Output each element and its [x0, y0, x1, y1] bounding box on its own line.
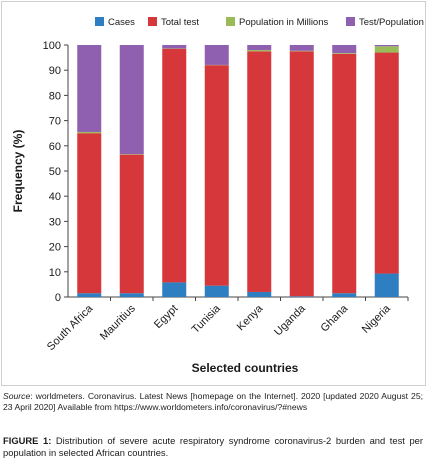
bar-segment — [374, 273, 399, 297]
legend-swatch — [346, 17, 355, 26]
bar-segment — [204, 285, 229, 297]
x-tick-label: Tunisia — [190, 302, 224, 336]
bar-segment — [162, 45, 187, 49]
figure-caption: FIGURE 1: Distribution of severe acute r… — [3, 435, 423, 459]
bar-segment — [374, 52, 399, 274]
legend-label: Test/Population — [359, 17, 424, 28]
legend-label: Population in Millions — [239, 17, 328, 28]
x-tick-label: Ghana — [319, 302, 351, 334]
figure-frame — [1, 1, 426, 386]
bar-segment — [332, 293, 357, 297]
y-tick-label: 90 — [49, 65, 61, 77]
bar-segment — [332, 45, 357, 54]
y-tick-label: 70 — [49, 116, 61, 128]
bar-segment — [289, 50, 314, 52]
bar-segment — [77, 293, 102, 297]
source-label: Source — [3, 391, 31, 401]
bar-segment — [204, 65, 229, 286]
bar-segment — [247, 45, 272, 51]
bar-segment — [374, 46, 399, 53]
bar-segment — [204, 45, 229, 65]
legend-swatch — [148, 17, 157, 26]
bar-segment — [332, 53, 357, 54]
source-note: Source: worldmeters. Coronavirus. Latest… — [3, 391, 423, 413]
x-tick-label: Mauritius — [98, 302, 138, 342]
bar-segment — [289, 51, 314, 297]
bar-segment — [162, 282, 187, 297]
y-axis-title: Frequency (%) — [11, 130, 25, 213]
y-tick-label: 30 — [49, 216, 61, 228]
legend-swatch — [226, 17, 235, 26]
caption-label: FIGURE 1: — [3, 435, 52, 446]
bar-segment — [374, 45, 399, 47]
x-tick-label: South Africa — [45, 302, 96, 353]
stacked-bar-chart: 0 10 20 30 40 50 60 70 80 90 100 South Africa Maurit… — [11, 17, 424, 375]
bar-segment — [77, 133, 102, 294]
x-tick-label: Nigeria — [360, 302, 394, 336]
source-body: : worldmeters. Coronavirus. Latest News … — [3, 391, 423, 412]
y-tick-label: 20 — [49, 242, 61, 254]
bar-segment — [119, 293, 144, 297]
y-tick-label: 10 — [49, 267, 61, 279]
y-tick-label: 40 — [49, 191, 61, 203]
legend-label: Cases — [108, 17, 135, 28]
bar-segment — [289, 45, 314, 51]
y-tick-label: 80 — [49, 90, 61, 102]
bar-segment — [162, 48, 187, 283]
y-tick-label: 60 — [49, 141, 61, 153]
bar-segment — [77, 131, 102, 134]
x-tick-label: Uganda — [272, 302, 308, 338]
bar-segment — [119, 45, 144, 155]
legend-swatch — [95, 17, 104, 26]
bar-segment — [119, 154, 144, 155]
bar-segment — [247, 50, 272, 52]
x-axis-title: Selected countries — [192, 361, 299, 375]
y-tick-label: 100 — [43, 40, 61, 52]
bar-segment — [77, 45, 102, 132]
bar-segment — [247, 291, 272, 297]
bar-segment — [247, 51, 272, 292]
y-tick-label: 50 — [49, 166, 61, 178]
legend-label: Total test — [161, 17, 199, 28]
bar-segment — [332, 53, 357, 294]
x-tick-label: Egypt — [152, 303, 180, 331]
y-tick-label: 0 — [55, 292, 61, 304]
bar-segment — [119, 154, 144, 294]
caption-body: Distribution of severe acute respiratory… — [3, 435, 424, 458]
x-tick-label: Kenya — [235, 302, 266, 333]
bar-segment — [289, 296, 314, 297]
